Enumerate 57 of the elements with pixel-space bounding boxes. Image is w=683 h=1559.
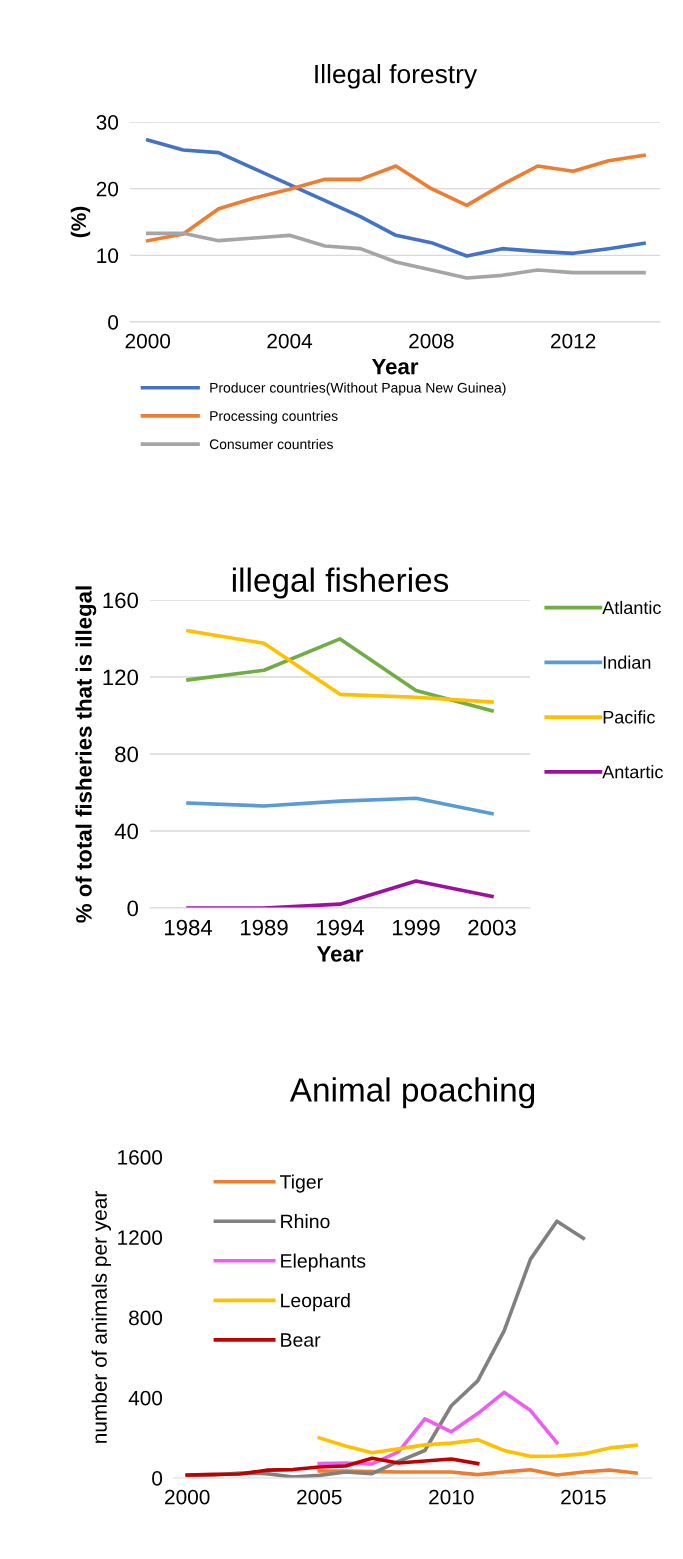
y-tick-label: 0 <box>127 900 139 917</box>
y-axis-title: % of total fisheries that is illegal <box>75 586 97 923</box>
legend-label: Antartic <box>602 765 663 779</box>
legend-label: Processing countries <box>210 410 338 424</box>
x-tick-label: 1984 <box>164 919 213 936</box>
y-tick-label: 30 <box>96 115 119 130</box>
y-tick-label: 120 <box>103 669 139 686</box>
x-tick-label: 2008 <box>409 333 454 349</box>
x-tick-label: 2012 <box>551 333 596 349</box>
y-tick-label: 40 <box>114 823 139 840</box>
legend-label: Leopard <box>281 1293 350 1312</box>
x-tick-label: 2000 <box>125 333 171 349</box>
y-tick-label: 20 <box>96 181 119 197</box>
y-tick-label: 80 <box>115 746 139 763</box>
x-tick-label: 2003 <box>468 919 516 936</box>
y-tick-label: 160 <box>103 592 139 609</box>
line-series <box>185 1456 480 1477</box>
y-tick-label: 800 <box>129 1310 163 1326</box>
x-tick-label: 1999 <box>392 919 440 936</box>
x-tick-label: 1989 <box>240 919 288 936</box>
line-series <box>186 879 494 908</box>
line-series <box>145 153 646 243</box>
y-tick-label: 1200 <box>118 1230 163 1245</box>
x-tick-label: 2005 <box>297 1489 342 1505</box>
legend-label: Pacific <box>603 710 655 724</box>
chart-title: Illegal forestry <box>315 63 478 89</box>
x-tick-label: 2015 <box>561 1489 606 1505</box>
legend-label: Atlantic <box>602 600 661 615</box>
y-axis-title: number of animals per year <box>91 1191 111 1443</box>
chart-title: Animal poaching <box>289 1077 535 1109</box>
line-series <box>145 231 646 280</box>
legend-label: Tiger <box>280 1174 323 1193</box>
chart-title: illegal fisheries <box>232 567 449 599</box>
legend-label: Rhino <box>281 1214 330 1229</box>
line-series <box>186 628 494 704</box>
legend-label: Consumer countries <box>209 438 333 450</box>
y-tick-label: 0 <box>108 315 119 330</box>
x-tick-label: 1994 <box>316 919 365 936</box>
line-series <box>186 796 494 816</box>
legend-label: Producer countries(Without Papua New Guinea) <box>210 382 506 396</box>
line-series <box>317 1436 638 1459</box>
line-series <box>145 138 646 258</box>
x-axis-title: Year <box>371 358 419 375</box>
x-tick-label: 2000 <box>165 1489 210 1505</box>
legend-label: Indian <box>603 655 651 669</box>
x-tick-label: 2010 <box>429 1489 474 1505</box>
y-tick-label: 10 <box>97 248 119 264</box>
y-tick-label: 1600 <box>118 1150 163 1165</box>
line-series <box>186 637 494 713</box>
legend-label: Elephants <box>281 1253 366 1272</box>
line-series <box>317 1390 559 1466</box>
x-axis-title: Year <box>316 946 364 962</box>
x-tick-label: 2004 <box>267 333 313 349</box>
y-tick-label: 400 <box>128 1390 163 1406</box>
y-tick-label: 0 <box>152 1471 163 1486</box>
legend-label: Bear <box>281 1333 321 1347</box>
y-axis-title: (%) <box>70 206 91 238</box>
